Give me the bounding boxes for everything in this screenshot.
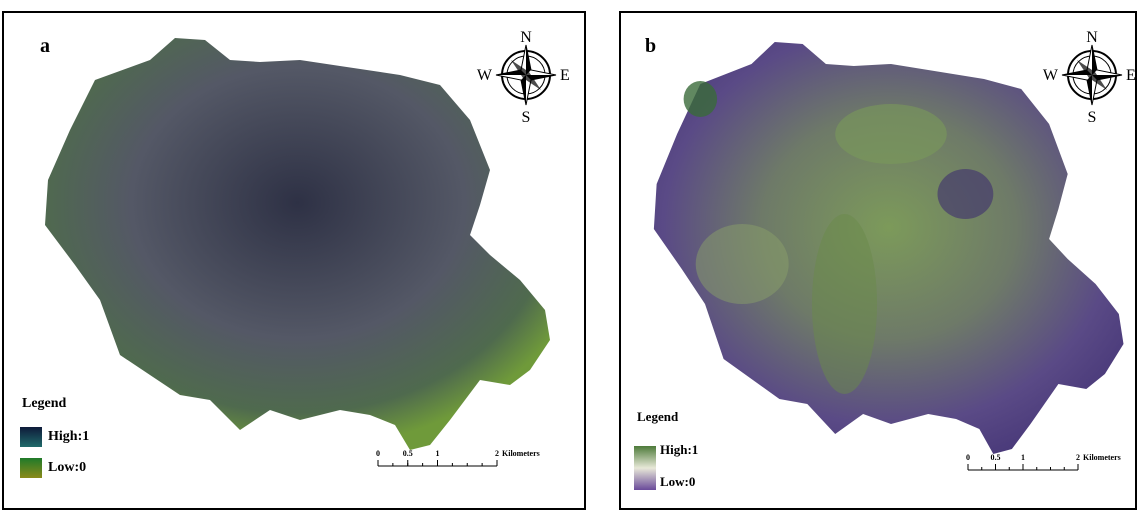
legend-swatch — [20, 427, 42, 447]
scale-unit: Kilometers — [1083, 453, 1121, 462]
legend-swatch — [20, 458, 42, 478]
scale-unit: Kilometers — [502, 449, 540, 458]
scale-label: 2 — [495, 449, 499, 458]
legend-low: Low:0 — [660, 474, 695, 489]
compass-s: S — [522, 109, 531, 126]
legend-high: High:1 — [48, 429, 89, 444]
legend-low: Low:0 — [48, 460, 86, 475]
legend-title: Legend — [637, 409, 679, 424]
compass-n: N — [520, 29, 532, 46]
legend-title: Legend — [22, 396, 67, 411]
legend-high: High:1 — [660, 442, 698, 457]
scale-label: 0.5 — [403, 449, 413, 458]
panel-label: b — [645, 35, 656, 57]
compass-w: W — [1043, 67, 1059, 84]
compass-e: E — [560, 67, 570, 84]
scale-label: 0.5 — [991, 453, 1001, 462]
legend-swatch — [634, 446, 656, 490]
compass-e: E — [1126, 67, 1136, 84]
figure: aNSEWLegendHigh:1Low:000.512KilometersbN… — [0, 0, 1138, 512]
compass-n: N — [1086, 29, 1098, 46]
scale-label: 2 — [1076, 453, 1080, 462]
compass-s: S — [1088, 109, 1097, 126]
panel-label: a — [40, 35, 50, 57]
scale-label: 1 — [436, 449, 440, 458]
compass-w: W — [477, 67, 493, 84]
scale-label: 0 — [966, 453, 970, 462]
scale-label: 1 — [1021, 453, 1025, 462]
scale-label: 0 — [376, 449, 380, 458]
